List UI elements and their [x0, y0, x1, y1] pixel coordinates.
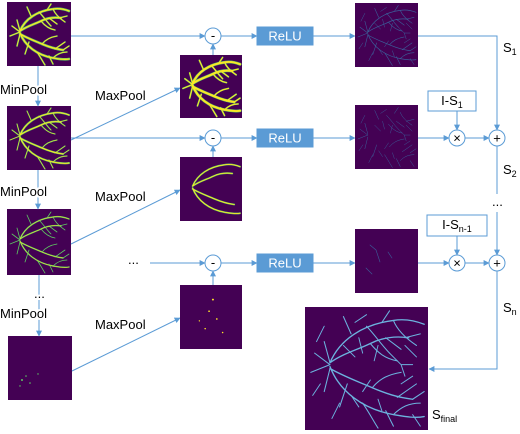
label-subscript: 2	[512, 169, 517, 179]
output-label-s2: S2	[503, 162, 517, 179]
row-1: - ReLU S1	[71, 3, 517, 131]
minpool-image-n	[8, 336, 72, 400]
row-n: ... - ReLU I-Sn-1 × + Sn	[128, 214, 517, 372]
residual-image-n	[355, 229, 418, 293]
minpool-image-2	[7, 209, 71, 275]
final-output: Sfinal	[305, 307, 457, 430]
maxpool-label-3: MaxPool	[95, 317, 146, 332]
minpool-label-3: MinPool	[0, 306, 47, 321]
right-ellipsis: ...	[492, 194, 503, 209]
mask-label: I-Sn-1	[442, 217, 472, 234]
relu-label: ReLU	[268, 131, 301, 146]
image-background	[355, 3, 418, 67]
label-base: S	[503, 300, 512, 315]
residual-image-1	[355, 3, 418, 67]
maxpool-image-2	[180, 157, 242, 221]
label-base: S	[503, 40, 512, 55]
s1-connector	[418, 35, 500, 131]
image-background	[355, 229, 418, 293]
input-image	[7, 2, 71, 66]
subtract-symbol: -	[211, 130, 215, 145]
row-2: - ReLU I-S1 × + S2 ...	[71, 90, 517, 256]
maxpool-image-1	[180, 55, 242, 118]
multiply-symbol: ×	[453, 256, 461, 271]
left-ellipsis: ...	[34, 286, 45, 301]
minpool-label-1: MinPool	[0, 82, 47, 97]
row-n-input-ellipsis: ...	[128, 252, 139, 267]
image-background	[305, 307, 428, 430]
middle-column: MaxPool MaxPool MaxPool	[70, 55, 242, 372]
image-background	[180, 157, 242, 221]
maxpool-image-n	[180, 285, 242, 349]
left-column: MinPool MinPool ... MinPool	[0, 2, 72, 400]
residual-image-2	[355, 105, 418, 169]
label-subscript: final	[441, 414, 458, 424]
minpool-image-1	[7, 106, 71, 170]
add-symbol: +	[493, 131, 501, 146]
subtract-symbol: -	[211, 255, 215, 270]
label-base: S	[432, 407, 441, 422]
multiply-symbol: ×	[453, 131, 461, 146]
label-base: I-S	[441, 93, 458, 108]
image-background	[355, 105, 418, 169]
maxpool-arrow-3	[71, 317, 181, 372]
maxpool-label-1: MaxPool	[95, 88, 146, 103]
output-label-s1: S1	[503, 40, 517, 57]
sn-connector	[428, 271, 498, 372]
maxpool-label-2: MaxPool	[95, 189, 146, 204]
label-subscript: 1	[512, 47, 517, 57]
image-background	[180, 285, 242, 349]
label-subscript: n	[512, 307, 517, 317]
mask-box	[427, 90, 477, 112]
maxpool-arrow-2	[70, 189, 181, 245]
image-background	[7, 209, 71, 275]
output-label-sn: Sn	[503, 300, 517, 317]
label-base: I-S	[442, 217, 459, 232]
output-label-sfinal: Sfinal	[432, 407, 457, 424]
label-subscript: n-1	[459, 224, 472, 234]
maxpool-arrow-1	[70, 87, 181, 141]
relu-label: ReLU	[268, 29, 301, 44]
label-subscript: 1	[458, 100, 463, 110]
vessel-fragments	[365, 244, 393, 275]
minpool-label-2: MinPool	[0, 184, 47, 199]
mask-label: I-S1	[441, 93, 463, 110]
relu-label: ReLU	[268, 256, 301, 271]
image-background	[8, 336, 72, 400]
subtract-symbol: -	[211, 28, 215, 43]
label-base: S	[503, 162, 512, 177]
add-symbol: +	[493, 256, 501, 271]
